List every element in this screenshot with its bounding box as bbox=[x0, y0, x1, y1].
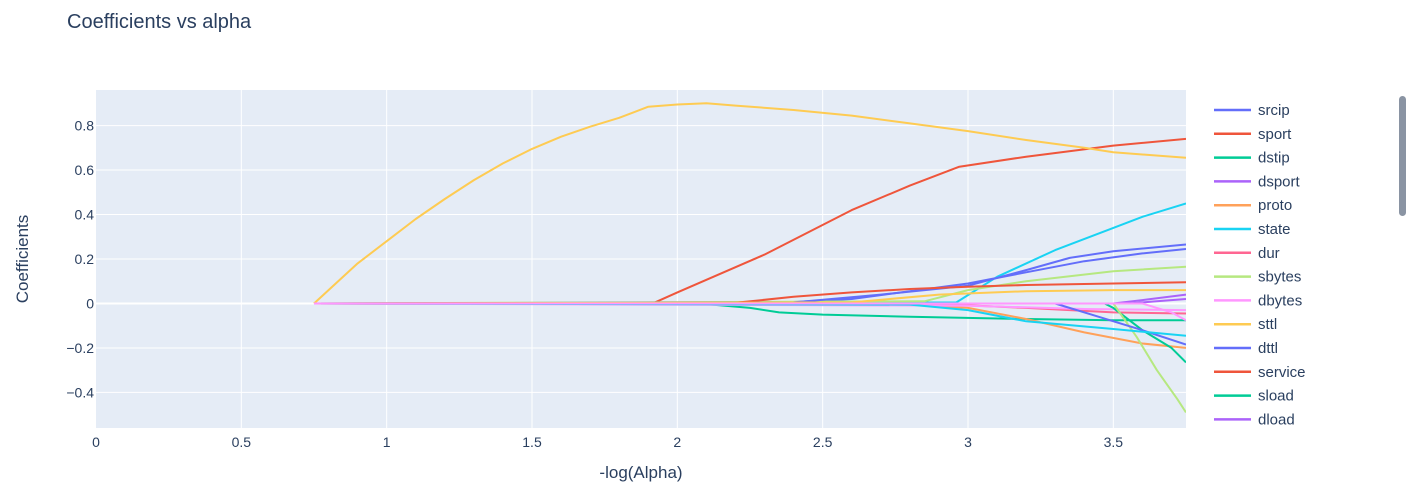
x-tick-label: 2.5 bbox=[813, 434, 833, 450]
y-tick-label: 0.6 bbox=[75, 162, 95, 178]
series-line-service bbox=[313, 281, 1186, 305]
legend-item-dstip[interactable]: dstip bbox=[1214, 150, 1290, 167]
x-axis-ticks: 0 0.5 1 1.5 2 2.5 3 3.5 bbox=[92, 434, 1123, 450]
series-line-state bbox=[313, 202, 1186, 305]
legend-item-sbytes[interactable]: sbytes bbox=[1214, 269, 1301, 286]
legend-label: dttl bbox=[1258, 340, 1278, 357]
legend-label: sload bbox=[1258, 388, 1294, 405]
x-tick-label: 0.5 bbox=[232, 434, 252, 450]
legend-item-dttl[interactable]: dttl bbox=[1214, 340, 1278, 357]
legend-item-srcip[interactable]: srcip bbox=[1214, 102, 1290, 119]
series-line-sttl bbox=[313, 102, 1186, 305]
y-tick-label: 0.2 bbox=[75, 251, 95, 267]
y-tick-label: 0 bbox=[86, 295, 94, 311]
legend-item-sttl[interactable]: sttl bbox=[1214, 316, 1277, 333]
x-tick-label: 3.5 bbox=[1104, 434, 1124, 450]
x-tick-label: 1.5 bbox=[522, 434, 542, 450]
series-lines bbox=[313, 102, 1186, 413]
y-tick-label: −0.2 bbox=[66, 340, 94, 356]
legend-item-proto[interactable]: proto bbox=[1214, 197, 1292, 214]
series-line-dttl bbox=[313, 243, 1186, 305]
legend-item-dsport[interactable]: dsport bbox=[1214, 173, 1301, 190]
legend-item-dbytes[interactable]: dbytes bbox=[1214, 292, 1302, 309]
legend-scrollbar[interactable] bbox=[1399, 96, 1406, 216]
legend-label: sttl bbox=[1258, 316, 1277, 333]
y-tick-label: −0.4 bbox=[66, 384, 94, 400]
y-axis-ticks: −0.4 −0.2 0 0.2 0.4 0.6 0.8 bbox=[66, 118, 94, 401]
legend-item-dur[interactable]: dur bbox=[1214, 245, 1280, 262]
series-line-unlabeled-18 bbox=[314, 302, 1186, 322]
legend-label: service bbox=[1258, 364, 1306, 381]
legend-label: proto bbox=[1258, 197, 1292, 214]
legend-item-sload[interactable]: sload bbox=[1214, 388, 1294, 405]
chart-title: Coefficients vs alpha bbox=[67, 11, 252, 33]
y-tick-label: 0.8 bbox=[75, 118, 95, 134]
y-axis-title: Coefficients bbox=[13, 215, 32, 304]
legend-label: dbytes bbox=[1258, 292, 1302, 309]
legend-label: dload bbox=[1258, 411, 1295, 428]
x-tick-label: 3 bbox=[964, 434, 972, 450]
x-tick-label: 2 bbox=[673, 434, 681, 450]
legend-label: dsport bbox=[1258, 173, 1301, 190]
legend-item-sport[interactable]: sport bbox=[1214, 126, 1292, 143]
legend: srcip sport dstip dsport proto state dur sbytes… bbox=[1214, 102, 1306, 428]
legend-label: sbytes bbox=[1258, 269, 1301, 286]
legend-item-state[interactable]: state bbox=[1214, 221, 1291, 238]
legend-label: dur bbox=[1258, 245, 1280, 262]
legend-label: dstip bbox=[1258, 150, 1290, 167]
legend-item-dload[interactable]: dload bbox=[1214, 411, 1295, 428]
x-tick-label: 0 bbox=[92, 434, 100, 450]
y-tick-label: 0.4 bbox=[75, 207, 95, 223]
legend-label: state bbox=[1258, 221, 1291, 238]
legend-label: sport bbox=[1258, 126, 1292, 143]
legend-item-service[interactable]: service bbox=[1214, 364, 1306, 381]
x-axis-title: -log(Alpha) bbox=[599, 463, 682, 482]
legend-label: srcip bbox=[1258, 102, 1290, 119]
x-tick-label: 1 bbox=[383, 434, 391, 450]
